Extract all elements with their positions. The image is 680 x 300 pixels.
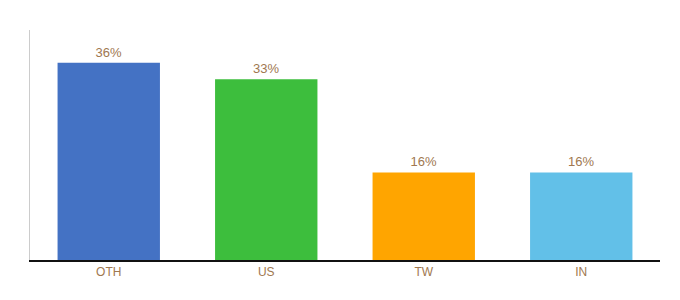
svg-text:36%: 36% <box>96 45 122 60</box>
svg-text:16%: 16% <box>411 154 437 169</box>
svg-text:OTH: OTH <box>96 265 121 279</box>
svg-text:IN: IN <box>575 265 587 279</box>
svg-text:16%: 16% <box>568 154 594 169</box>
svg-text:TW: TW <box>414 265 433 279</box>
svg-text:US: US <box>258 265 275 279</box>
svg-text:33%: 33% <box>253 61 279 76</box>
